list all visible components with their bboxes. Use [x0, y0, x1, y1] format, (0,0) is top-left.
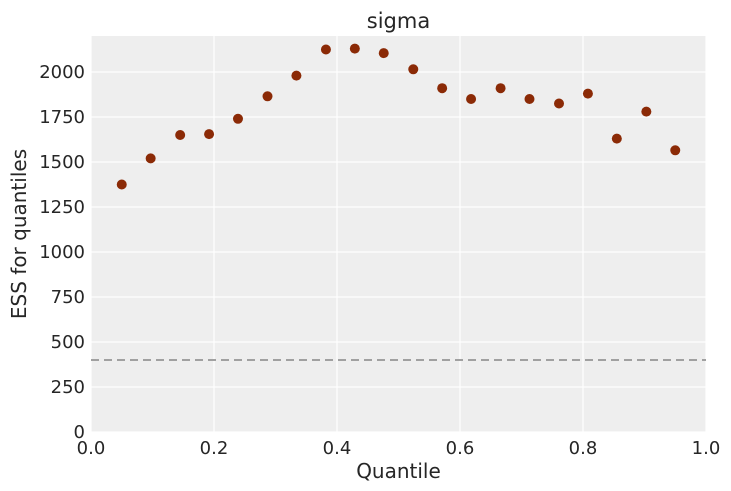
x-axis-ticks: 0.0 0.2 0.4 0.6 0.8 1.0	[77, 438, 721, 459]
data-point	[262, 91, 273, 102]
grid	[90, 36, 707, 433]
y-tick-label: 2000	[39, 62, 85, 83]
data-point	[116, 179, 127, 190]
data-point	[437, 83, 448, 94]
y-axis-label: ESS for quantiles	[7, 149, 31, 319]
y-tick-label: 1250	[39, 197, 85, 218]
y-tick-label: 1500	[39, 152, 85, 173]
data-point	[320, 44, 331, 55]
x-tick-label: 1.0	[692, 438, 721, 459]
x-tick-label: 0.4	[323, 438, 352, 459]
data-point	[232, 113, 243, 124]
y-tick-label: 750	[51, 287, 85, 308]
plot-area	[91, 36, 706, 432]
data-point	[495, 83, 506, 94]
data-point	[349, 43, 360, 54]
data-point	[641, 106, 652, 117]
chart-title: sigma	[367, 9, 430, 33]
x-tick-label: 0.2	[200, 438, 229, 459]
y-tick-label: 1000	[39, 242, 85, 263]
y-tick-label: 0	[74, 422, 85, 443]
data-points	[116, 43, 681, 190]
x-tick-label: 0.8	[569, 438, 598, 459]
data-point	[145, 153, 156, 164]
y-tick-label: 500	[51, 332, 85, 353]
x-tick-label: 0.6	[446, 438, 475, 459]
data-point	[554, 98, 565, 109]
y-tick-label: 250	[51, 377, 85, 398]
x-axis-label: Quantile	[356, 459, 441, 483]
data-point	[291, 70, 302, 81]
data-point	[378, 48, 389, 59]
y-axis-ticks: 0 250 500 750 1000 1250 1500 1750 2000	[39, 62, 85, 443]
data-point	[611, 133, 622, 144]
x-tick-label: 0.0	[77, 438, 106, 459]
y-tick-label: 1750	[39, 107, 85, 128]
data-point	[670, 145, 681, 156]
data-point	[175, 130, 186, 140]
data-point	[582, 88, 593, 99]
data-point	[408, 64, 419, 75]
data-point	[466, 94, 477, 104]
data-point	[204, 129, 215, 140]
data-point	[524, 94, 535, 104]
